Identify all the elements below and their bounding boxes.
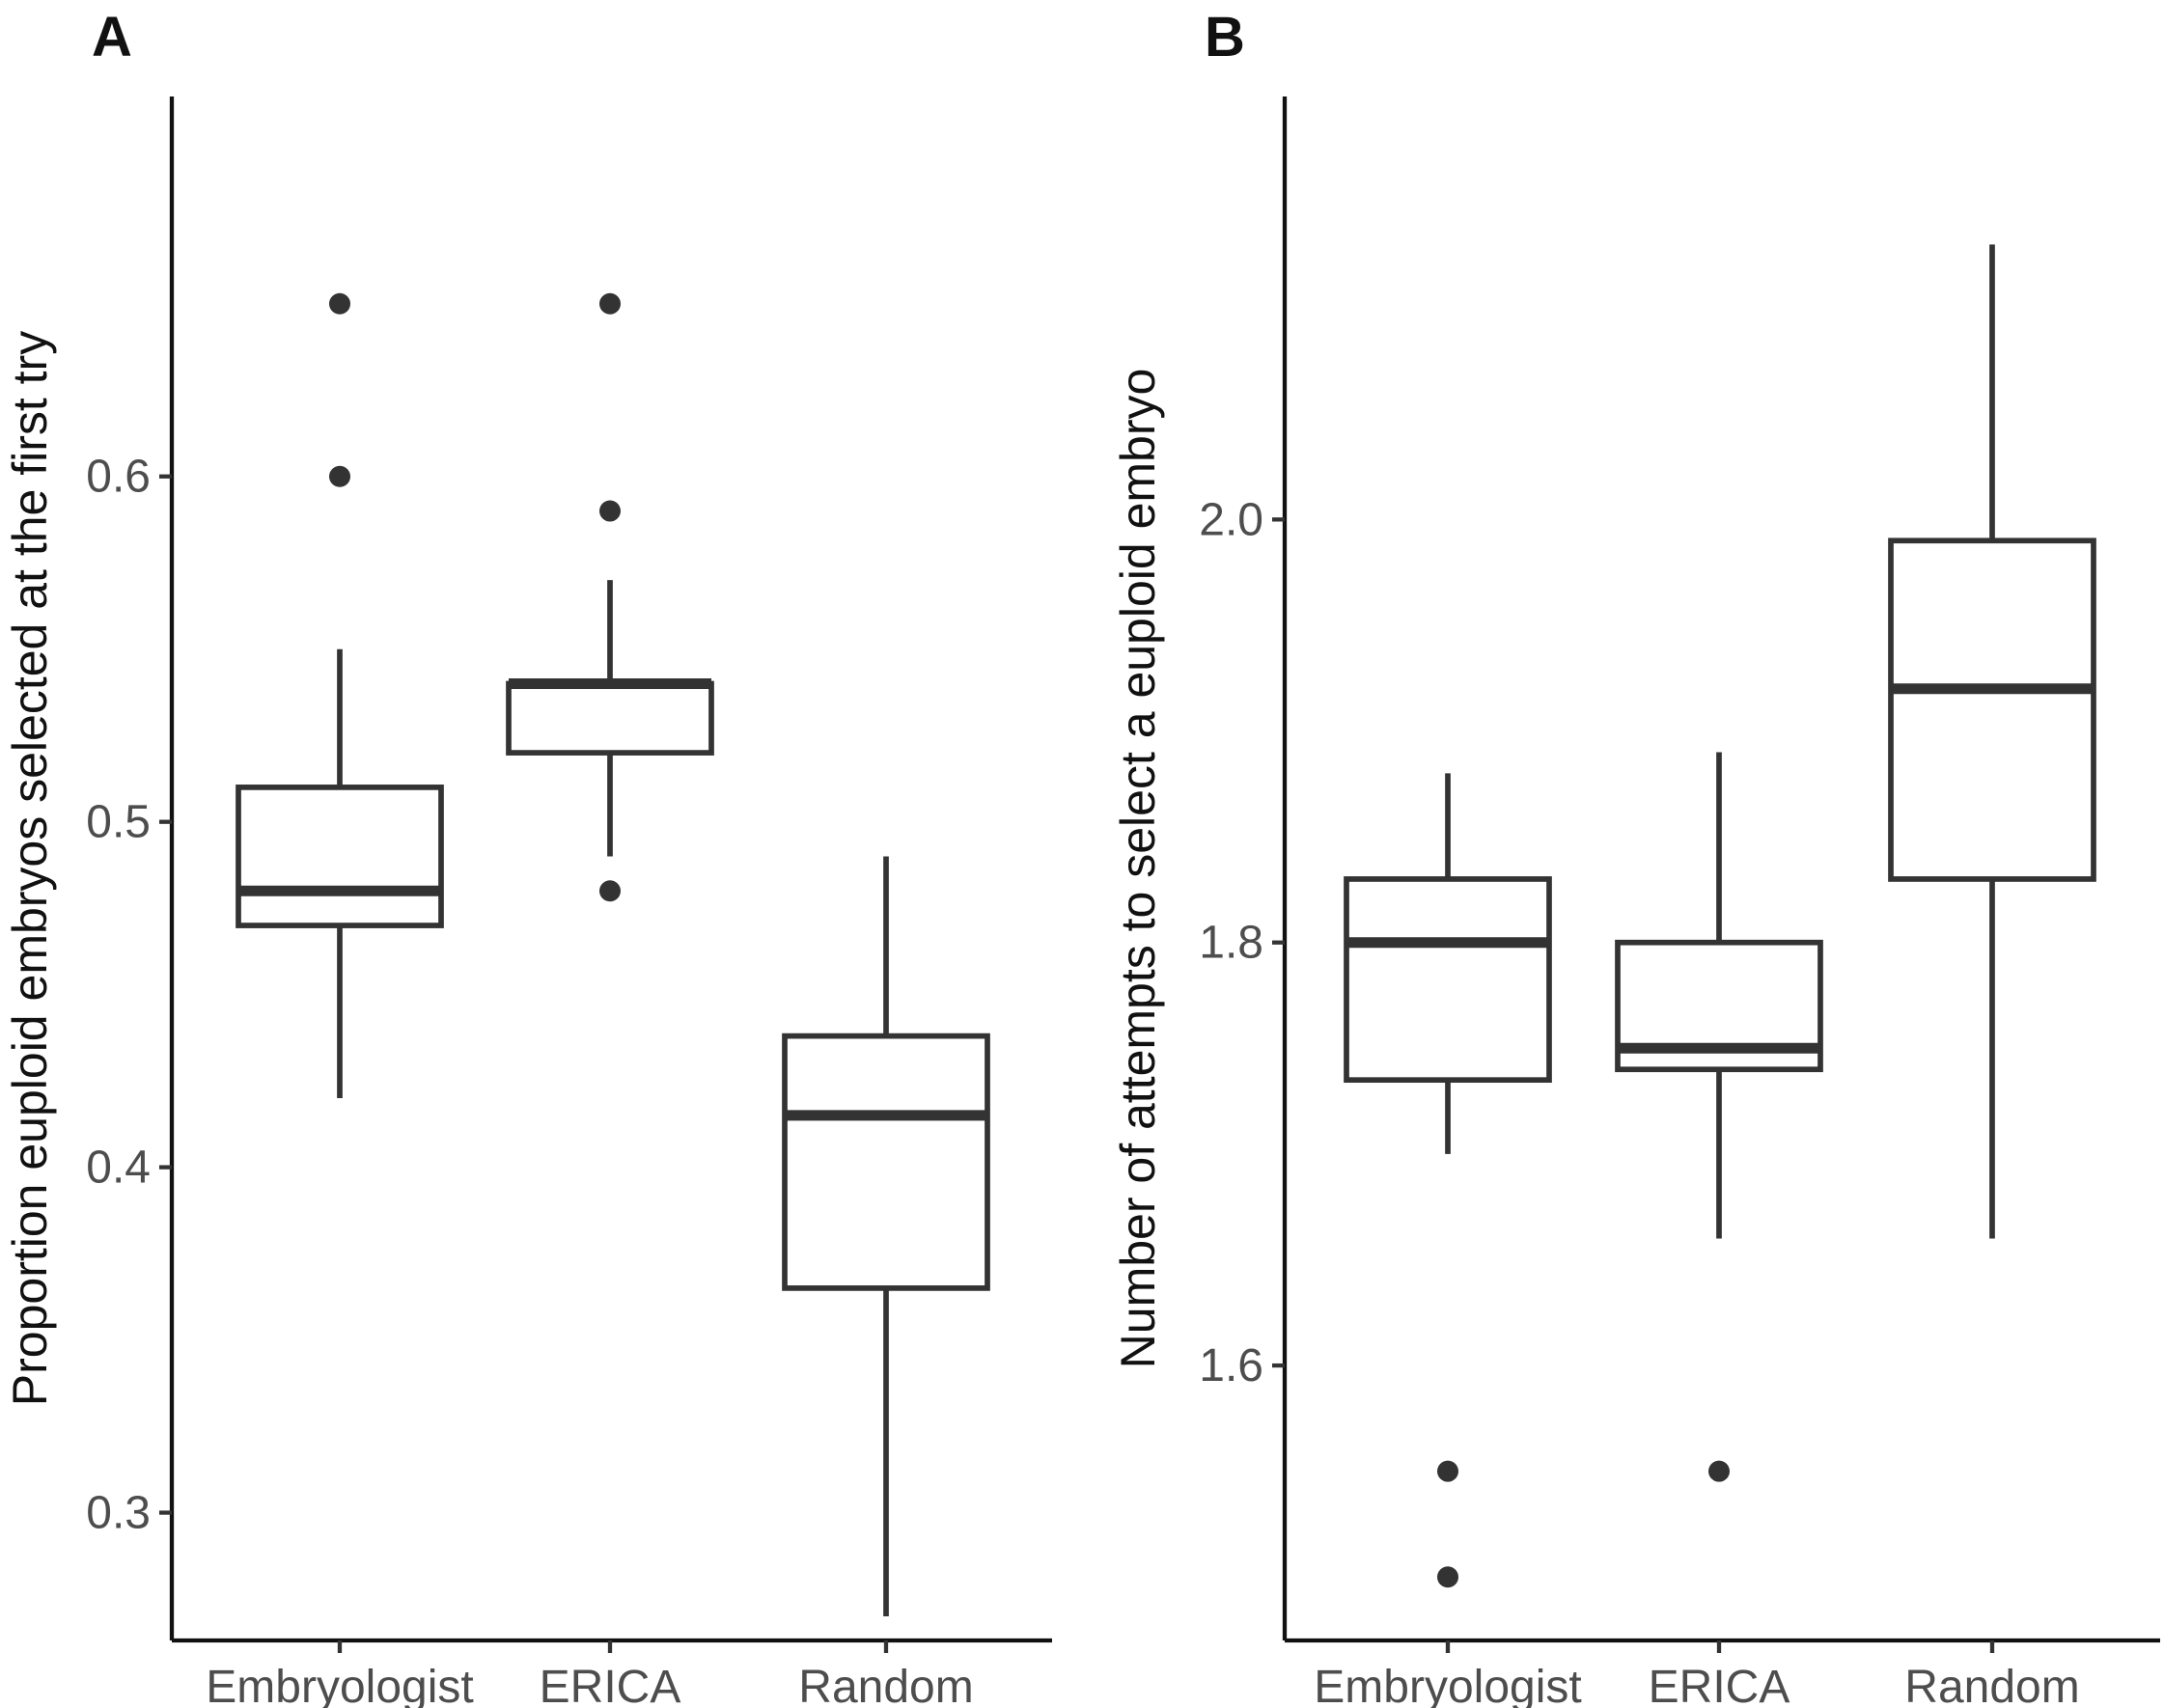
x-category-label: Embryologist bbox=[1314, 1662, 1581, 1708]
outlier-point bbox=[1708, 1460, 1730, 1482]
outlier-point bbox=[599, 500, 621, 522]
box-iqr bbox=[236, 785, 444, 928]
panel-letter: B bbox=[1205, 6, 1245, 69]
outlier-point bbox=[1437, 1460, 1458, 1482]
panel-b: B 1.6 1.8 2.0 Embryologist ERICA Random Number … bbox=[1111, 6, 2160, 1708]
x-category-label: Random bbox=[1904, 1662, 2079, 1708]
outlier-point bbox=[1437, 1566, 1458, 1588]
box-random bbox=[782, 856, 990, 1616]
y-tick-label: 0.5 bbox=[86, 797, 151, 848]
outlier-point bbox=[599, 880, 621, 902]
box-embryologist bbox=[1344, 773, 1552, 1588]
x-category-label: ERICA bbox=[1649, 1662, 1790, 1708]
box-embryologist bbox=[236, 292, 444, 1099]
y-tick-label: 0.6 bbox=[86, 452, 151, 503]
box-iqr bbox=[782, 1033, 990, 1291]
x-category-label: Random bbox=[798, 1662, 973, 1708]
box-iqr bbox=[1888, 537, 2096, 882]
y-axis-title: Proportion euploid embryos selected at t… bbox=[3, 331, 57, 1406]
box-iqr bbox=[506, 680, 714, 756]
panel-a: A 0.3 0.4 0.5 0.6 Embryologist ERICA Random Prop… bbox=[3, 6, 1052, 1708]
y-tick-label: 1.6 bbox=[1199, 1340, 1263, 1391]
y-tick-label: 0.4 bbox=[86, 1143, 151, 1194]
outlier-point bbox=[329, 292, 350, 315]
outlier-point bbox=[599, 292, 621, 315]
outlier-point bbox=[329, 465, 350, 487]
y-tick-label: 1.8 bbox=[1199, 918, 1263, 969]
box-erica bbox=[1615, 752, 1823, 1482]
x-category-label: Embryologist bbox=[206, 1662, 473, 1708]
y-tick-label: 2.0 bbox=[1199, 494, 1263, 545]
y-tick-label: 0.3 bbox=[86, 1488, 151, 1539]
box-random bbox=[1888, 244, 2096, 1239]
y-axis-title: Number of attempts to select a euploid e… bbox=[1111, 369, 1165, 1369]
box-erica bbox=[506, 292, 714, 902]
box-iqr bbox=[1344, 876, 1552, 1084]
x-category-label: ERICA bbox=[540, 1662, 681, 1708]
panel-letter: A bbox=[92, 6, 132, 69]
